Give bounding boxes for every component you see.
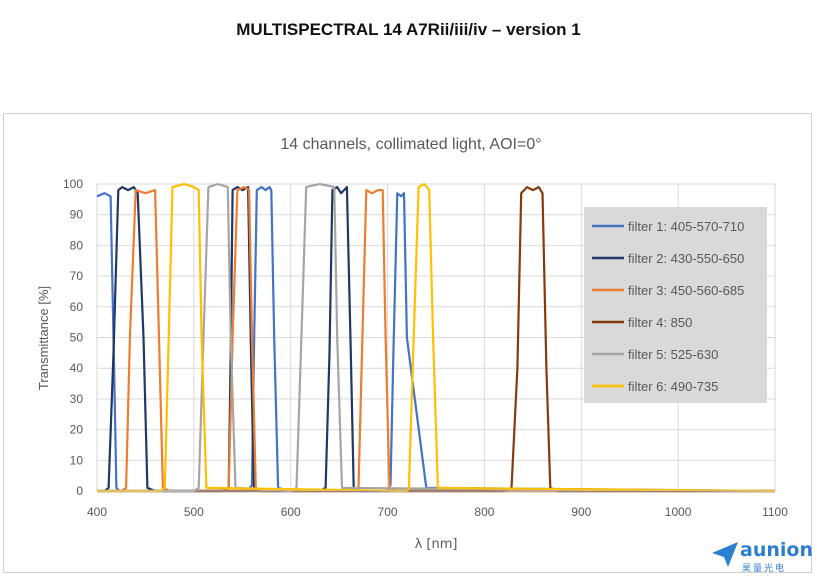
x-tick-label: 900 xyxy=(571,505,591,519)
x-axis-label: λ [nm] xyxy=(415,537,458,552)
y-tick-label: 50 xyxy=(70,331,84,345)
x-tick-label: 400 xyxy=(87,505,107,519)
y-tick-label: 20 xyxy=(70,423,84,437)
y-tick-label: 100 xyxy=(63,177,83,191)
legend-label: filter 1: 405-570-710 xyxy=(628,219,744,234)
logo-name: aunion xyxy=(740,539,813,561)
x-tick-label: 600 xyxy=(281,505,301,519)
chart: 0 10 20 30 40 50 60 70 80 90 100 400 500 600 700 800 900… xyxy=(4,114,811,572)
y-tick-label: 60 xyxy=(70,300,84,314)
legend: filter 1: 405-570-710 filter 2: 430-550-6… xyxy=(584,207,767,403)
page-title: MULTISPECTRAL 14 A7Rii/iii/iv – version … xyxy=(236,20,581,39)
y-tick-label: 40 xyxy=(70,361,84,375)
series-group xyxy=(96,182,776,493)
x-tick-label: 800 xyxy=(474,505,494,519)
x-tick-label: 500 xyxy=(184,505,204,519)
series-line-filter-6 xyxy=(97,182,776,493)
x-tick-label: 1100 xyxy=(762,505,788,519)
chart-title: 14 channels, collimated light, AOI=0° xyxy=(280,136,541,153)
chart-frame: 0 10 20 30 40 50 60 70 80 90 100 400 500 600 700 800 900… xyxy=(3,113,812,573)
logo-subtitle: 昊量光电 xyxy=(742,564,787,574)
legend-label: filter 3: 450-560-685 xyxy=(628,283,744,298)
y-tick-label: 0 xyxy=(76,484,83,498)
y-tick-label: 30 xyxy=(70,392,84,406)
x-tick-label: 700 xyxy=(378,505,398,519)
y-tick-label: 10 xyxy=(70,453,84,467)
x-tick-label: 1000 xyxy=(665,505,692,519)
paper-plane-icon xyxy=(712,542,738,567)
legend-label: filter 2: 430-550-650 xyxy=(628,251,744,266)
legend-label: filter 5: 525-630 xyxy=(628,347,718,362)
legend-label: filter 4: 850 xyxy=(628,315,692,330)
y-tick-label: 90 xyxy=(70,208,84,222)
series-line-filter-2 xyxy=(97,185,775,493)
y-axis-label: Transmittance [%] xyxy=(36,286,51,390)
y-tick-label: 70 xyxy=(70,269,84,283)
legend-box xyxy=(584,207,767,403)
series-line-filter-3 xyxy=(97,185,775,493)
aunion-logo: aunion 昊量光电 xyxy=(710,537,813,574)
axes: 0 10 20 30 40 50 60 70 80 90 100 400 500 600 700 800 900… xyxy=(63,177,788,519)
legend-label: filter 6: 490-735 xyxy=(628,379,718,394)
y-tick-label: 80 xyxy=(70,238,84,252)
